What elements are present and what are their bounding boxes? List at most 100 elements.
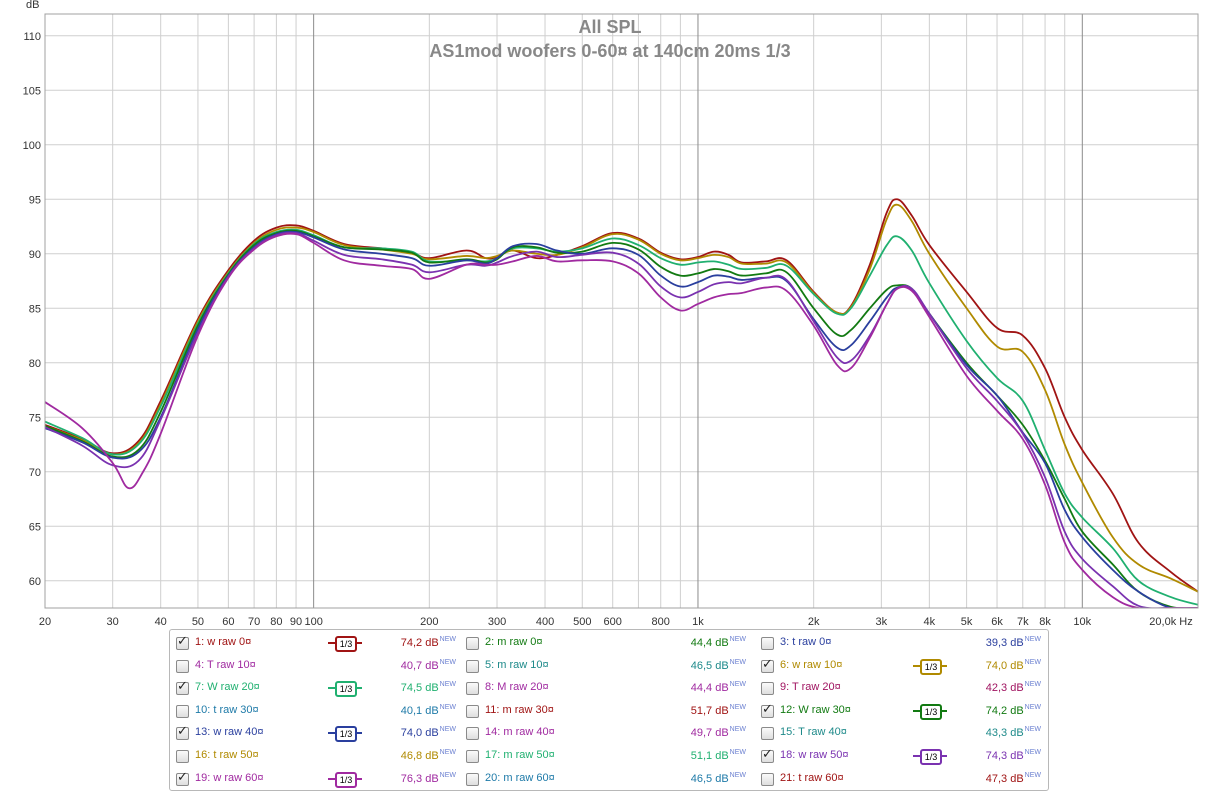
measurement-level: 74,2 dBNEW	[401, 636, 456, 649]
series-line	[45, 230, 1198, 608]
legend-item: ✓ 7: W raw 20¤ 1/3 74,5 dBNEW	[170, 678, 462, 700]
checkmark-icon: ✓	[177, 769, 188, 785]
measurement-name[interactable]: 4: T raw 10¤	[195, 658, 256, 671]
measurement-checkbox[interactable]: ✓	[176, 769, 189, 786]
measurement-checkbox[interactable]	[466, 704, 479, 718]
x-tick-label: 1k	[692, 616, 704, 628]
y-axis-ticks: 60 65 70 75 80 85 90 95 100 105 110	[23, 31, 41, 588]
measurement-name[interactable]: 20: m raw 60¤	[485, 771, 555, 784]
measurement-name[interactable]: 13: w raw 40¤	[195, 726, 264, 739]
measurement-name[interactable]: 10: t raw 30¤	[195, 703, 259, 716]
level-value: 40,7 dB	[400, 659, 439, 672]
measurement-name[interactable]: 19: w raw 60¤	[195, 771, 264, 784]
smoothing-button[interactable]: 1/3	[328, 726, 362, 743]
measurement-checkbox[interactable]	[761, 772, 774, 786]
y-tick-label: 100	[23, 140, 41, 152]
measurement-name[interactable]: 7: W raw 20¤	[195, 681, 260, 694]
measurement-level: 47,3 dBNEW	[986, 772, 1041, 785]
measurement-level: 46,8 dBNEW	[401, 749, 456, 762]
measurement-checkbox[interactable]	[176, 704, 189, 718]
measurement-checkbox[interactable]	[466, 682, 479, 696]
measurement-level: 49,7 dBNEW	[691, 726, 746, 739]
y-tick-label: 105	[23, 85, 41, 97]
level-value: 46,5 dB	[690, 772, 729, 785]
measurement-checkbox[interactable]	[176, 750, 189, 763]
checkmark-icon: ✓	[762, 747, 773, 762]
measurement-checkbox[interactable]	[466, 772, 479, 786]
measurement-level: 43,3 dBNEW	[986, 726, 1041, 739]
legend-row: ✓ 13: w raw 40¤ 1/3 74,0 dBNEW 14: m raw 40¤…	[170, 723, 1048, 745]
smoothing-button[interactable]: 1/3	[913, 658, 947, 675]
legend-item: 5: m raw 10¤ 46,5 dBNEW	[460, 656, 752, 678]
smoothing-button[interactable]: 1/3	[328, 681, 362, 698]
series-line	[45, 203, 1198, 593]
measurement-level: 74,0 dBNEW	[986, 659, 1041, 672]
checkmark-icon: ✓	[177, 724, 188, 740]
measurement-checkbox[interactable]	[176, 659, 189, 673]
measurement-name[interactable]: 2: m raw 0¤	[485, 636, 543, 648]
new-badge: NEW	[1024, 726, 1041, 734]
measurement-name[interactable]: 8: M raw 20¤	[485, 681, 549, 694]
spl-chart: 60 65 70 75 80 85 90 95 100 105 110 20 30 40 50 60 70 80…	[0, 0, 1220, 628]
chart-subtitle: AS1mod woofers 0-60¤ at 140cm 20ms 1/3	[429, 41, 790, 61]
measurement-name[interactable]: 12: W raw 30¤	[780, 703, 851, 716]
legend-item: 14: m raw 40¤ 49,7 dBNEW	[460, 723, 752, 745]
legend-row: ✓ 19: w raw 60¤ 1/3 76,3 dBNEW 20: m raw 60¤…	[170, 769, 1048, 791]
measurement-legend: ✓ 1: w raw 0¤ 1/3 74,2 dBNEW 2: m raw 0¤ 44,4…	[169, 629, 1049, 791]
measurement-name[interactable]: 15: T raw 40¤	[780, 726, 847, 739]
measurement-level: 74,0 dBNEW	[401, 726, 456, 739]
measurement-name[interactable]: 5: m raw 10¤	[485, 658, 549, 671]
legend-row: 10: t raw 30¤ 40,1 dBNEW 11: m raw 30¤ 51,7…	[170, 701, 1048, 723]
checkmark-icon: ✓	[177, 679, 188, 695]
measurement-name[interactable]: 1: w raw 0¤	[195, 636, 252, 648]
measurement-checkbox[interactable]	[761, 637, 774, 650]
measurement-name[interactable]: 6: w raw 10¤	[780, 658, 843, 671]
legend-row: ✓ 1: w raw 0¤ 1/3 74,2 dBNEW 2: m raw 0¤ 44,4…	[170, 633, 1048, 655]
series-line	[45, 198, 1198, 593]
x-tick-label: 70	[248, 616, 260, 628]
measurement-name[interactable]: 3: t raw 0¤	[780, 636, 832, 648]
measurement-name[interactable]: 21: t raw 60¤	[780, 771, 844, 784]
level-value: 42,3 dB	[985, 682, 1024, 695]
measurement-name[interactable]: 14: m raw 40¤	[485, 726, 555, 739]
level-value: 74,2 dB	[400, 637, 439, 649]
smoothing-button[interactable]: 1/3	[913, 703, 947, 720]
legend-row: 4: T raw 10¤ 40,7 dBNEW 5: m raw 10¤ 46,5 d…	[170, 656, 1048, 678]
new-badge: NEW	[729, 681, 746, 689]
y-tick-label: 60	[29, 576, 41, 588]
measurement-checkbox[interactable]: ✓	[176, 679, 189, 696]
measurement-checkbox[interactable]: ✓	[761, 747, 774, 763]
measurement-checkbox[interactable]	[466, 659, 479, 673]
measurement-checkbox[interactable]: ✓	[176, 724, 189, 741]
smoothing-button[interactable]: 1/3	[913, 749, 947, 765]
measurement-name[interactable]: 17: m raw 50¤	[485, 749, 555, 761]
measurement-checkbox[interactable]	[761, 727, 774, 741]
x-tick-label: 8k	[1039, 616, 1051, 628]
chart-background	[0, 0, 1220, 628]
level-value: 46,5 dB	[690, 659, 729, 672]
level-value: 49,7 dB	[690, 727, 729, 740]
measurement-level: 44,4 dBNEW	[691, 681, 746, 694]
legend-row: 16: t raw 50¤ 46,8 dBNEW 17: m raw 50¤ 51,1…	[170, 746, 1048, 768]
measurement-checkbox[interactable]	[466, 637, 479, 650]
chart-title: All SPL	[578, 17, 641, 37]
new-badge: NEW	[439, 681, 456, 689]
new-badge: NEW	[1024, 636, 1041, 643]
measurement-name[interactable]: 18: w raw 50¤	[780, 749, 849, 761]
smoothing-button[interactable]: 1/3	[328, 636, 362, 652]
level-value: 44,4 dB	[690, 637, 729, 649]
measurement-checkbox[interactable]: ✓	[761, 657, 774, 673]
measurement-name[interactable]: 16: t raw 50¤	[195, 749, 259, 761]
smoothing-button[interactable]: 1/3	[328, 771, 362, 788]
measurement-checkbox[interactable]: ✓	[761, 702, 774, 718]
measurement-level: 74,5 dBNEW	[401, 681, 456, 694]
measurement-checkbox[interactable]	[761, 682, 774, 696]
measurement-level: 74,3 dBNEW	[986, 749, 1041, 762]
measurement-name[interactable]: 9: T raw 20¤	[780, 681, 841, 694]
legend-item: ✓ 6: w raw 10¤ 1/3 74,0 dBNEW	[755, 656, 1047, 678]
measurement-checkbox[interactable]: ✓	[176, 635, 189, 650]
measurement-level: 76,3 dBNEW	[401, 772, 456, 785]
measurement-checkbox[interactable]	[466, 727, 479, 741]
measurement-checkbox[interactable]	[466, 750, 479, 763]
measurement-name[interactable]: 11: m raw 30¤	[485, 703, 554, 716]
